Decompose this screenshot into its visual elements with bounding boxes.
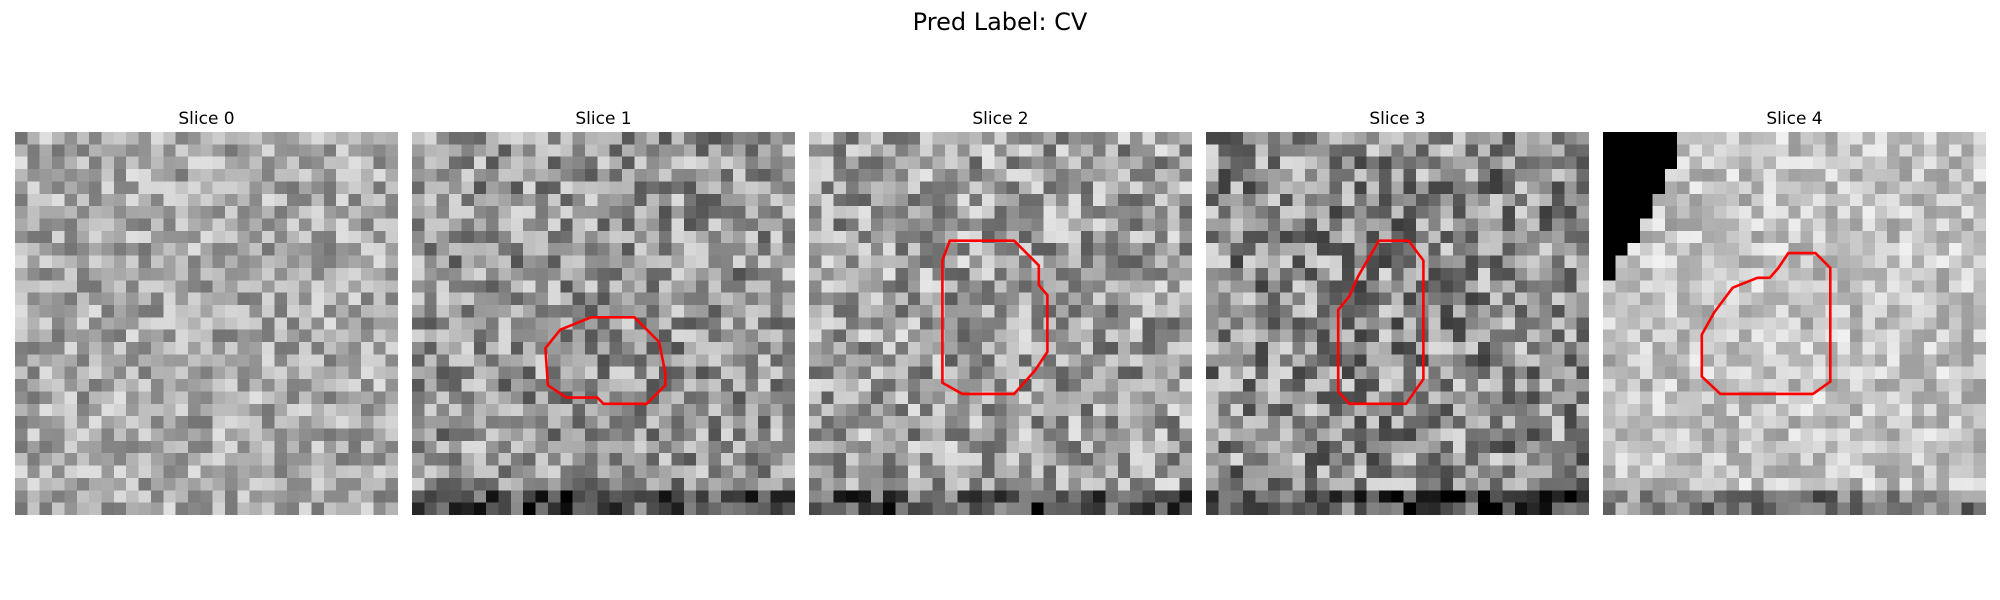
slice-title: Slice 3 <box>1369 109 1426 129</box>
slice-pixels <box>809 132 1192 515</box>
slice-title: Slice 0 <box>178 109 235 129</box>
slice-pixels <box>412 132 795 515</box>
slice-image-0 <box>15 132 398 515</box>
slice-pixels <box>15 132 398 515</box>
slice-title: Slice 4 <box>1766 109 1823 129</box>
roi-contour <box>544 316 667 406</box>
slice-title: Slice 1 <box>575 109 632 129</box>
slice-pixels <box>1603 132 1986 515</box>
slice-panel-3: Slice 3 <box>1206 106 1589 515</box>
slice-panel-2: Slice 2 <box>809 106 1192 515</box>
figure-title: Pred Label: CV <box>912 8 1088 36</box>
slice-panel-4: Slice 4 <box>1603 106 1986 515</box>
slice-image-3 <box>1206 132 1589 515</box>
slice-image-2 <box>809 132 1192 515</box>
slice-title: Slice 2 <box>972 109 1029 129</box>
slice-panel-1: Slice 1 <box>412 106 795 515</box>
roi-contour <box>1336 239 1425 406</box>
slice-pixels <box>1206 132 1589 515</box>
slice-image-4 <box>1603 132 1986 515</box>
slice-panel-0: Slice 0 <box>15 106 398 515</box>
roi-contour <box>941 239 1049 396</box>
roi-contour <box>1700 251 1832 396</box>
slice-image-1 <box>412 132 795 515</box>
